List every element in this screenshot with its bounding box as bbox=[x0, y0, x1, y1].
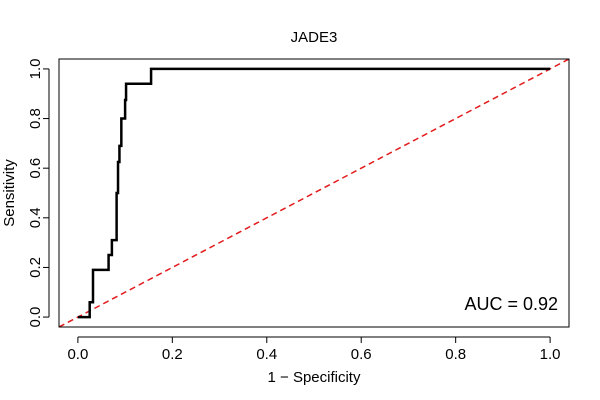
x-tick-label: 0.2 bbox=[162, 346, 183, 363]
x-axis-label: 1 − Specificity bbox=[268, 369, 361, 386]
auc-annotation: AUC = 0.92 bbox=[464, 294, 558, 314]
series-layer bbox=[59, 59, 569, 327]
y-tick-label: 0.6 bbox=[27, 158, 44, 179]
chart-title: JADE3 bbox=[291, 29, 338, 46]
y-axis-label: Sensitivity bbox=[1, 159, 18, 227]
y-tick-label: 0.4 bbox=[27, 207, 44, 228]
x-tick-label: 0.0 bbox=[67, 346, 88, 363]
roc-curve-line bbox=[77, 67, 551, 319]
reference-diagonal-line bbox=[59, 59, 569, 327]
x-tick-label: 0.4 bbox=[256, 346, 277, 363]
y-tick-label: 0.2 bbox=[27, 257, 44, 278]
y-tick-label: 1.0 bbox=[27, 58, 44, 79]
x-tick-label: 0.8 bbox=[445, 346, 466, 363]
plot-frame bbox=[58, 58, 570, 328]
axis-layer: 0.0 0.2 0.4 0.6 0.8 1.0 0.0 0.2 0.4 0.6 0.8 1.0 bbox=[27, 58, 561, 363]
y-tick-label: 0.0 bbox=[27, 307, 44, 328]
y-tick-label: 0.8 bbox=[27, 108, 44, 129]
x-tick-label: 0.6 bbox=[351, 346, 372, 363]
x-tick-label: 1.0 bbox=[540, 346, 561, 363]
